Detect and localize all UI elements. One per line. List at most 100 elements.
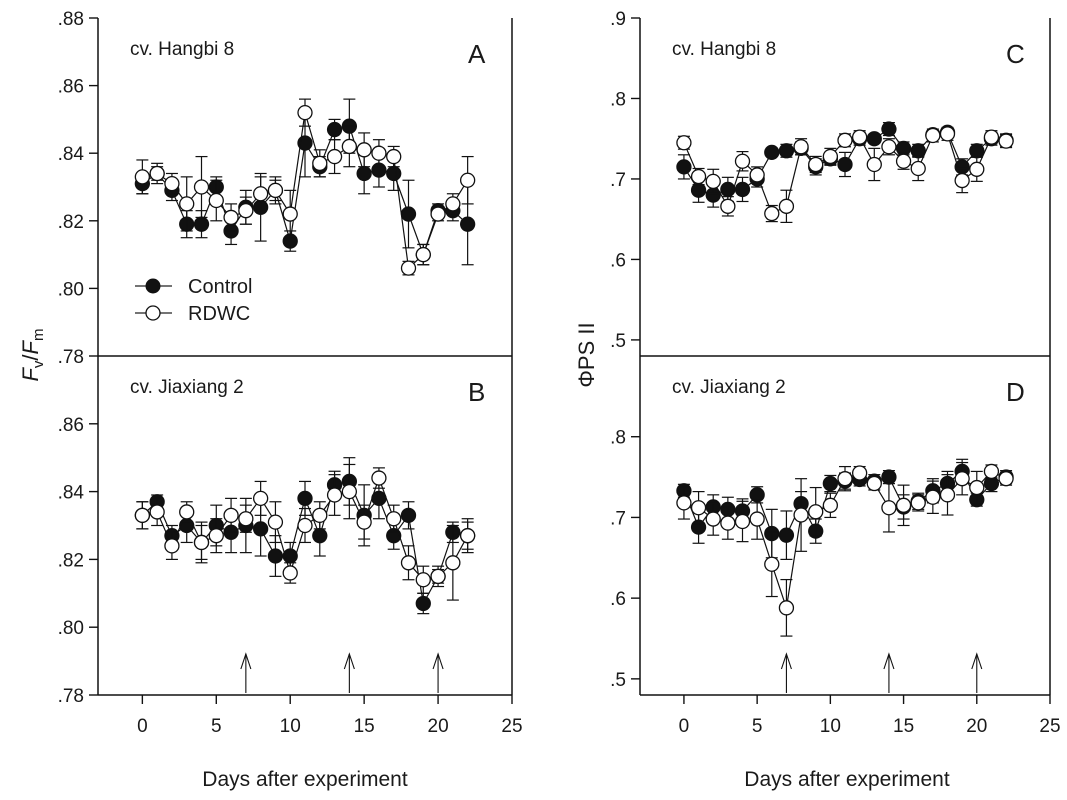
right-xlabel: Days after experiment: [744, 768, 950, 791]
point-rdwc: [778, 600, 795, 616]
point-control: [866, 131, 882, 147]
point-rdwc: [939, 487, 956, 503]
x-tick-label: 25: [1039, 716, 1060, 737]
point-rdwc: [895, 153, 912, 169]
point-rdwc: [282, 206, 298, 222]
point-rdwc: [356, 142, 372, 158]
point-rdwc: [734, 513, 751, 530]
point-rdwc: [459, 172, 476, 188]
point-rdwc: [282, 565, 298, 581]
y-tick-label: .6: [610, 250, 626, 271]
cultivar-label: cv. Jiaxiang 2: [130, 377, 244, 398]
point-rdwc: [341, 483, 358, 500]
point-rdwc: [238, 203, 254, 219]
point-control: [676, 159, 692, 175]
point-rdwc: [925, 489, 941, 505]
point-rdwc: [371, 470, 387, 486]
point-rdwc: [326, 487, 343, 503]
y-tick-label: .9: [610, 9, 626, 30]
y-tick-label: .7: [610, 170, 626, 191]
panel-d: .5 .6 .7 .8 0 5 10 15 20 25 cv. Jiaxiang 2 D: [610, 356, 1061, 737]
point-control: [312, 528, 328, 544]
point-rdwc: [822, 497, 839, 513]
point-rdwc: [969, 479, 985, 496]
point-control: [969, 143, 985, 159]
cultivar-label: cv. Hangbi 8: [672, 39, 776, 60]
point-rdwc: [371, 145, 387, 161]
point-rdwc: [866, 156, 882, 173]
point-rdwc: [134, 169, 151, 185]
point-rdwc: [705, 173, 721, 190]
point-rdwc: [312, 507, 328, 523]
y-tick-label: .84: [58, 483, 85, 504]
point-rdwc: [400, 260, 417, 276]
point-rdwc: [415, 246, 431, 263]
legend-control-marker: [145, 278, 161, 294]
point-rdwc: [134, 507, 151, 523]
point-rdwc: [208, 192, 224, 209]
point-rdwc: [983, 463, 1000, 480]
point-rdwc: [851, 465, 868, 481]
y-tick-label: .86: [58, 77, 84, 98]
point-rdwc: [430, 206, 446, 222]
treatment-arrow-head: [971, 652, 983, 670]
y-tick-label: .78: [58, 347, 84, 368]
y-tick-label: .7: [610, 508, 626, 529]
cultivar-label: cv. Hangbi 8: [130, 39, 234, 60]
left-ylabel-slash: /: [18, 354, 43, 361]
point-control: [459, 216, 476, 232]
point-rdwc: [149, 504, 165, 520]
cultivar-label: cv. Jiaxiang 2: [672, 377, 786, 398]
point-rdwc: [164, 538, 180, 554]
point-rdwc: [749, 167, 765, 183]
y-tick-label: .5: [610, 331, 626, 352]
point-rdwc: [223, 507, 239, 523]
point-control: [326, 121, 343, 138]
panel-a: .78 .80 .82 .84 .86 .88 cv. Hangbi 8 A: [58, 9, 513, 368]
y-tick-label: .5: [610, 670, 626, 691]
point-control: [400, 206, 417, 222]
y-tick-label: .8: [610, 428, 626, 449]
left-ylabel-sub1: v: [30, 360, 47, 368]
point-rdwc: [705, 511, 721, 527]
treatment-arrow-head: [343, 652, 355, 670]
point-rdwc: [445, 196, 461, 212]
point-rdwc: [998, 133, 1014, 149]
point-rdwc: [252, 490, 269, 507]
panel-b: .78 .80 .82 .84 .86 0 5 10 15 20 25 cv. Jiaxiang 2 B: [58, 356, 523, 737]
point-rdwc: [297, 517, 313, 534]
point-rdwc: [164, 175, 180, 192]
x-tick-label: 20: [966, 716, 987, 737]
point-rdwc: [267, 514, 284, 530]
point-rdwc: [764, 205, 780, 222]
point-control: [881, 469, 897, 485]
y-tick-label: .84: [58, 144, 85, 165]
point-control: [881, 121, 897, 137]
point-rdwc: [400, 555, 417, 571]
point-rdwc: [808, 504, 824, 520]
y-tick-label: .82: [58, 212, 84, 233]
x-tick-label: 0: [137, 716, 148, 737]
point-control: [400, 507, 417, 523]
point-rdwc: [778, 198, 795, 214]
point-rdwc: [939, 126, 956, 142]
x-tick-label: 5: [211, 716, 222, 737]
point-rdwc: [954, 471, 970, 487]
left-ylabel-main-2: F: [18, 339, 43, 354]
point-control: [252, 521, 269, 537]
left-ylabel-sub2: m: [30, 328, 47, 341]
point-control: [778, 527, 795, 543]
point-control: [193, 216, 210, 232]
treatment-arrow-head: [780, 652, 792, 670]
point-rdwc: [734, 153, 751, 169]
point-rdwc: [193, 534, 210, 551]
panel-letter: D: [1006, 377, 1025, 407]
point-control: [415, 595, 431, 612]
point-rdwc: [223, 209, 239, 226]
point-rdwc: [676, 495, 692, 511]
point-rdwc: [998, 471, 1014, 487]
point-rdwc: [881, 500, 897, 516]
point-control: [734, 181, 751, 198]
